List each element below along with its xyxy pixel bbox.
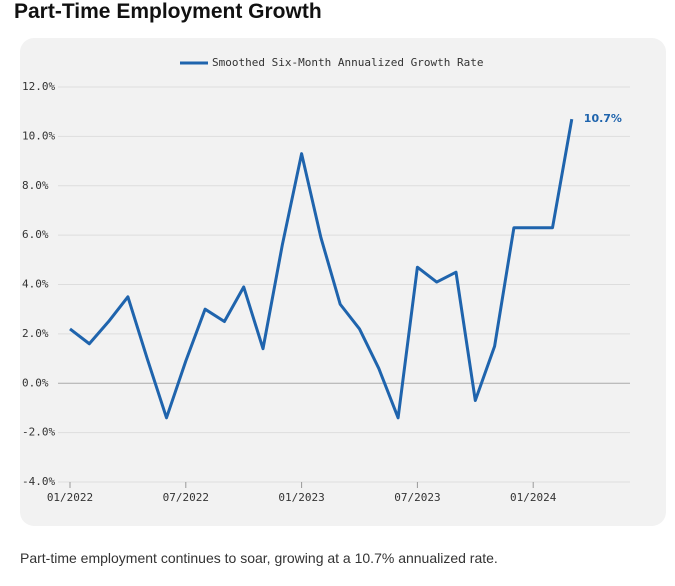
legend-label: Smoothed Six-Month Annualized Growth Rat… — [212, 56, 484, 69]
y-tick-label: 6.0% — [22, 228, 49, 241]
page-title: Part-Time Employment Growth — [14, 0, 322, 23]
x-tick-label: 07/2022 — [163, 491, 209, 504]
y-tick-label: 8.0% — [22, 179, 49, 192]
y-tick-label: -2.0% — [22, 426, 55, 439]
data-label: 10.7% — [584, 112, 622, 125]
y-tick-label: 10.0% — [22, 129, 55, 142]
chart-panel — [20, 38, 666, 526]
x-tick-label: 01/2022 — [47, 491, 93, 504]
x-tick-label: 01/2023 — [278, 491, 324, 504]
y-tick-label: 4.0% — [22, 278, 49, 291]
line — [69, 118, 574, 420]
y-tick-label: 0.0% — [22, 376, 49, 389]
x-tick-label: 01/2024 — [510, 491, 557, 504]
y-tick-label: 2.0% — [22, 327, 49, 340]
x-tick-label: 07/2023 — [394, 491, 440, 504]
y-tick-label: 12.0% — [22, 80, 55, 93]
caption: Part-time employment continues to soar, … — [20, 550, 498, 566]
y-tick-label: -4.0% — [22, 475, 55, 488]
